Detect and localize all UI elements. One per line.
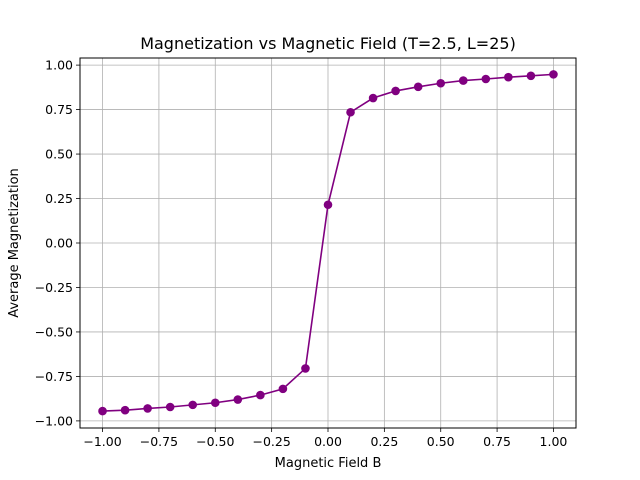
data-point bbox=[301, 364, 310, 373]
x-tick-label: −0.75 bbox=[140, 434, 178, 449]
data-point bbox=[368, 93, 378, 103]
x-tick-label: 0.25 bbox=[370, 434, 398, 449]
x-axis: −1.00 −0.75 −0.50 −0.25 0.00 0.25 0.50 0.75 1.00 bbox=[83, 428, 567, 449]
data-point bbox=[391, 86, 400, 96]
data-point bbox=[278, 384, 288, 394]
x-tick-label: −1.00 bbox=[83, 434, 121, 449]
x-tick-label: 1.00 bbox=[540, 434, 568, 449]
data-point bbox=[143, 404, 152, 413]
y-tick-label: −1.00 bbox=[35, 413, 73, 428]
data-point bbox=[436, 78, 446, 88]
data-point bbox=[120, 405, 130, 415]
y-tick-label: 0.25 bbox=[45, 191, 73, 206]
data-point bbox=[188, 400, 198, 410]
y-tick-label: −0.75 bbox=[35, 369, 73, 384]
data-point bbox=[233, 395, 243, 404]
x-tick-label: 0.75 bbox=[483, 434, 511, 449]
x-axis-label: Magnetic Field B bbox=[275, 456, 382, 471]
y-tick-label: 0.50 bbox=[45, 147, 73, 162]
y-tick-label: 0.75 bbox=[45, 102, 73, 117]
data-point bbox=[210, 398, 220, 408]
y-tick-label: 1.00 bbox=[45, 58, 73, 73]
data-point bbox=[504, 72, 513, 82]
data-point bbox=[549, 70, 558, 79]
x-tick-label: −0.25 bbox=[252, 434, 290, 449]
chart-title: Magnetization vs Magnetic Field (T=2.5, … bbox=[140, 34, 516, 53]
data-point bbox=[481, 74, 491, 84]
y-tick-label: −0.50 bbox=[35, 324, 73, 339]
data-point bbox=[346, 107, 355, 117]
data-point bbox=[323, 200, 333, 210]
data-point bbox=[165, 402, 175, 412]
y-axis-label: Average Magnetization bbox=[7, 168, 22, 318]
y-tick-label: −0.25 bbox=[35, 280, 73, 295]
series-layer bbox=[98, 70, 558, 416]
x-tick-label: −0.50 bbox=[196, 434, 234, 449]
x-tick-label: 0.50 bbox=[427, 434, 455, 449]
grid bbox=[80, 58, 576, 428]
data-point bbox=[413, 82, 423, 92]
y-tick-label: 0.00 bbox=[45, 236, 73, 251]
data-point bbox=[526, 71, 536, 81]
data-point bbox=[458, 76, 468, 85]
data-point bbox=[256, 390, 265, 400]
x-tick-label: 0.00 bbox=[314, 434, 342, 449]
data-point bbox=[98, 406, 107, 416]
y-axis: −1.00 −0.75 −0.50 −0.25 0.00 0.25 0.50 0.75 1.00 bbox=[35, 58, 80, 428]
